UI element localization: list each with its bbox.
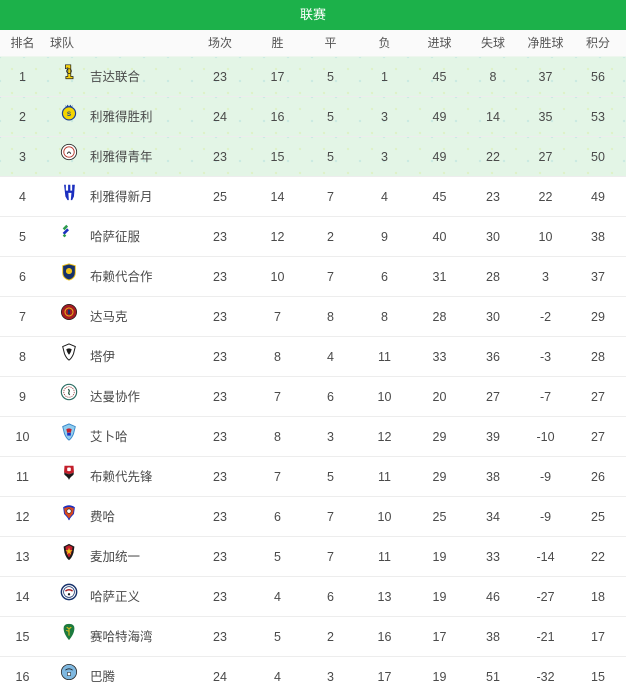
svg-text:S: S [67,111,71,118]
